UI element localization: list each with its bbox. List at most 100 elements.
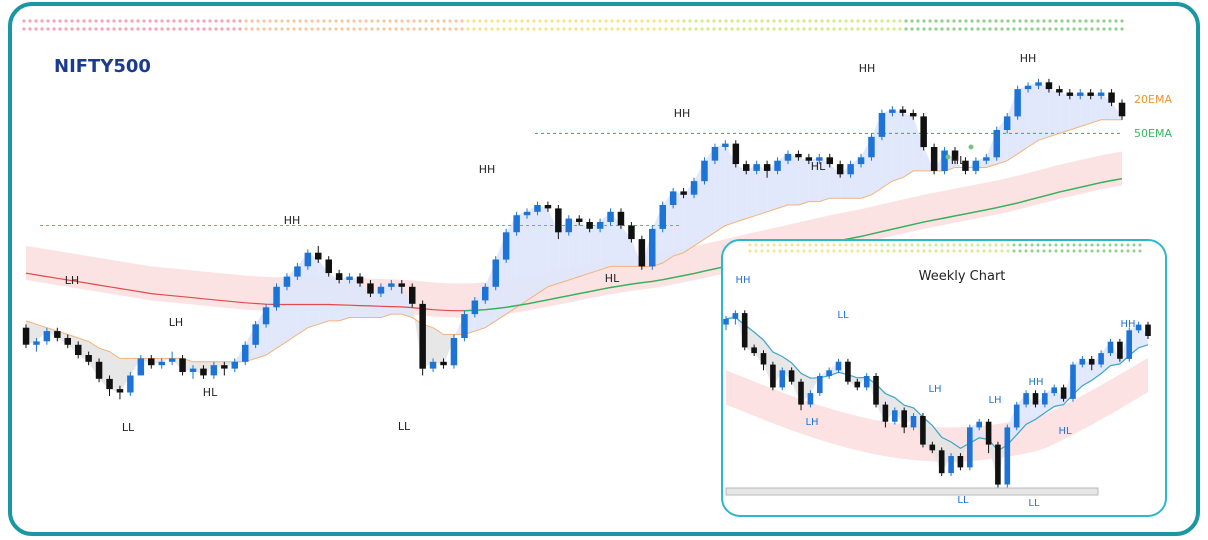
status-dot — [700, 19, 704, 23]
status-dot — [946, 19, 950, 23]
status-dot — [976, 27, 980, 31]
status-dot — [556, 19, 560, 23]
daily-candles — [22, 78, 1126, 400]
ema20-fill — [1101, 92, 1112, 120]
ema20-fill — [631, 239, 642, 267]
ema20-fill — [391, 283, 402, 315]
status-dot — [622, 27, 626, 31]
status-dot — [466, 19, 470, 23]
candle-body — [1003, 116, 1011, 130]
status-dot — [700, 27, 704, 31]
status-dot — [1078, 27, 1082, 31]
status-dot — [682, 19, 686, 23]
status-dot — [70, 19, 74, 23]
ema20-fill — [558, 218, 569, 284]
status-dot — [370, 27, 374, 31]
status-dot — [898, 249, 902, 253]
status-dot — [430, 27, 434, 31]
status-dot — [472, 27, 476, 31]
status-dot — [1024, 243, 1028, 247]
weekly-candle-body — [751, 347, 757, 354]
candle-body — [805, 157, 813, 161]
ema20-fill — [756, 164, 768, 216]
status-dot — [820, 19, 824, 23]
weekly-candle-body — [1023, 393, 1029, 405]
candle-body — [607, 211, 614, 222]
status-dot — [442, 27, 446, 31]
status-dot — [184, 19, 188, 23]
status-dot — [1114, 243, 1118, 247]
candle-body — [993, 130, 1000, 158]
status-dot — [1096, 243, 1100, 247]
weekly-candle-body — [1126, 330, 1132, 359]
status-dot — [670, 19, 674, 23]
weekly-candle-body — [967, 427, 973, 468]
ema20-fill — [798, 157, 809, 205]
weekly-ema-fill — [1082, 358, 1092, 386]
status-dot — [754, 249, 758, 253]
swing-label: HL — [811, 160, 826, 173]
candle-body — [774, 160, 781, 171]
status-dot — [1090, 27, 1094, 31]
candle-body — [158, 361, 165, 366]
status-dot — [244, 27, 248, 31]
status-dot — [424, 27, 428, 31]
ema20-fill — [412, 303, 423, 369]
status-dot — [178, 27, 182, 31]
weekly-candle-body — [892, 410, 898, 422]
status-dot — [790, 243, 794, 247]
status-dot — [124, 27, 128, 31]
candle-body — [54, 331, 61, 338]
ema20-fill — [1080, 92, 1091, 127]
status-dot — [910, 249, 914, 253]
weekly-swing-label: LH — [805, 417, 818, 428]
status-dot — [1132, 243, 1136, 247]
status-dot — [628, 19, 632, 23]
status-dot — [592, 27, 596, 31]
status-dot — [238, 27, 242, 31]
status-dot — [652, 19, 656, 23]
status-dot — [220, 27, 224, 31]
status-dot — [328, 19, 332, 23]
candle-body — [200, 368, 207, 376]
status-dot — [1066, 249, 1070, 253]
weekly-candle-body — [985, 421, 992, 445]
swing-label: LL — [122, 421, 135, 434]
status-dot — [1108, 27, 1112, 31]
status-dot — [886, 249, 890, 253]
status-dot — [34, 27, 38, 31]
candle-body — [868, 136, 875, 158]
status-dot — [82, 19, 86, 23]
status-dot — [178, 19, 182, 23]
status-dot — [748, 27, 752, 31]
status-dot — [1108, 243, 1112, 247]
candle-body — [210, 365, 218, 376]
candle-body — [972, 160, 980, 171]
status-dot — [484, 19, 488, 23]
ema20-fill — [913, 116, 924, 171]
status-dot — [910, 243, 914, 247]
status-dot — [808, 249, 812, 253]
candle-body — [669, 191, 677, 205]
status-dot — [460, 27, 464, 31]
status-dot — [40, 27, 44, 31]
ema-lines — [25, 119, 1123, 363]
status-dot — [658, 27, 662, 31]
status-dot — [1120, 249, 1124, 253]
status-dot — [844, 19, 848, 23]
ema20-fill — [683, 181, 694, 253]
status-dot — [958, 249, 962, 253]
status-dot — [118, 19, 122, 23]
status-dot — [928, 243, 932, 247]
status-dot — [286, 19, 290, 23]
status-dot — [1096, 19, 1100, 23]
weekly-candle-body — [1004, 427, 1011, 485]
status-dot — [1030, 19, 1034, 23]
swing-labels: LH LL LH HL HH LL HL HH HH HL HH HL HH — [65, 52, 1036, 434]
status-dot — [1078, 249, 1082, 253]
status-dot — [850, 27, 854, 31]
status-dot — [982, 19, 986, 23]
status-dot — [838, 19, 842, 23]
status-dot — [1102, 27, 1106, 31]
status-dot — [646, 27, 650, 31]
